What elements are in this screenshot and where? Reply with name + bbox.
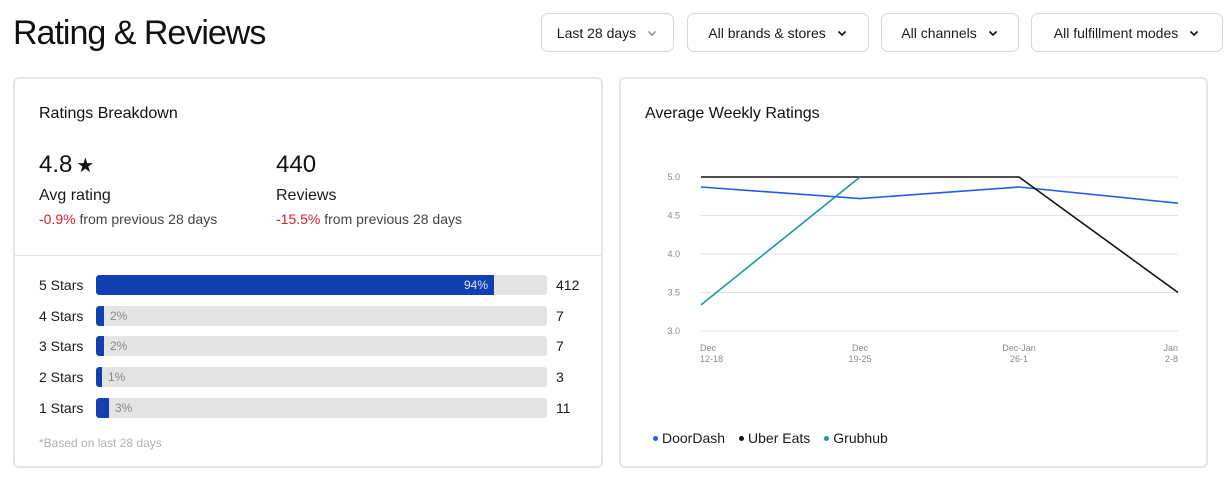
series-line-grubhub [700, 176, 861, 306]
channels-label: All channels [901, 24, 977, 41]
divider [15, 255, 601, 256]
avg-rating-change: -0.9% from previous 28 days [39, 211, 217, 227]
reviews-label: Reviews [276, 187, 337, 204]
legend-dot-icon [824, 435, 830, 441]
reviews-value: 440 [276, 151, 317, 178]
rating-bar-track: 3% [96, 398, 547, 418]
fulfillment-modes-label: All fulfillment modes [1053, 24, 1179, 41]
reviews-stat: 440 Reviews -15.5% from previous 28 days [276, 151, 462, 227]
x-tick-label: 26-1 [1010, 354, 1028, 364]
series-line-uber-eats [701, 176, 1179, 294]
legend-dot-icon [739, 435, 745, 441]
reviews-change-suffix: from previous 28 days [324, 211, 462, 227]
rating-bar-label: 3 Stars [39, 338, 84, 354]
date-range-dropdown[interactable]: Last 28 days [541, 13, 674, 52]
legend-item: Uber Eats [739, 430, 810, 446]
ratings-breakdown-card: Ratings Breakdown 4.8 ★ Avg rating -0.9%… [13, 77, 603, 468]
y-tick-label: 5.0 [667, 172, 680, 182]
avg-rating-stat: 4.8 ★ Avg rating -0.9% from previous 28 … [39, 151, 217, 227]
x-tick-label: Dec-Jan [1002, 343, 1036, 353]
rating-bar-label: 4 Stars [39, 308, 84, 324]
avg-rating-label: Avg rating [39, 187, 111, 204]
chevron-down-icon [988, 30, 997, 36]
rating-bar-fill [96, 398, 109, 418]
avg-rating-value: 4.8 [39, 151, 73, 178]
rating-bar-row: 3 Stars 2% 7 [39, 336, 599, 356]
brands-stores-dropdown[interactable]: All brands & stores [687, 13, 869, 52]
weekly-ratings-title: Average Weekly Ratings [645, 105, 820, 122]
chevron-down-icon [1190, 30, 1199, 36]
rating-bar-label: 2 Stars [39, 369, 84, 385]
rating-bar-percent: 3% [115, 401, 133, 415]
rating-bar-percent: 94% [464, 278, 489, 292]
y-tick-label: 3.5 [667, 288, 680, 298]
rating-bar-fill [96, 336, 104, 356]
footnote: *Based on last 28 days [39, 436, 162, 450]
rating-bar-count: 7 [556, 308, 564, 324]
x-tick-label: Jan [1163, 343, 1178, 353]
rating-bar-count: 7 [556, 338, 564, 354]
avg-rating-change-suffix: from previous 28 days [79, 211, 218, 227]
x-tick-label: 2-8 [1165, 354, 1178, 364]
chevron-down-icon [648, 30, 657, 36]
reviews-change: -15.5% from previous 28 days [276, 211, 462, 227]
channels-dropdown[interactable]: All channels [881, 13, 1019, 52]
rating-bar-fill [96, 275, 494, 295]
rating-bar-track: 94% [96, 275, 547, 295]
series-line-doordash [700, 186, 1179, 204]
weekly-ratings-card: Average Weekly Ratings 5.0 4.5 4.0 3.5 3.0 De… [619, 77, 1208, 468]
fulfillment-modes-dropdown[interactable]: All fulfillment modes [1031, 13, 1223, 52]
rating-bar-row: 2 Stars 1% 3 [39, 367, 599, 387]
legend-item: Grubhub [824, 430, 888, 446]
rating-bar-label: 5 Stars [39, 277, 84, 293]
avg-rating-change-value: -0.9% [39, 211, 76, 227]
rating-bar-count: 3 [556, 369, 564, 385]
y-tick-label: 3.0 [667, 326, 680, 336]
rating-bar-row: 4 Stars 2% 7 [39, 306, 599, 326]
reviews-change-value: -15.5% [276, 211, 321, 227]
rating-bar-label: 1 Stars [39, 400, 84, 416]
rating-bar-fill [96, 306, 104, 326]
y-tick-label: 4.0 [667, 249, 680, 259]
legend-label: Grubhub [833, 430, 888, 446]
rating-bar-track: 2% [96, 336, 547, 356]
chevron-down-icon [837, 30, 846, 36]
legend-label: DoorDash [662, 430, 726, 446]
legend-dot-icon [653, 435, 658, 441]
rating-bar-fill [96, 367, 102, 387]
legend-label: Uber Eats [748, 430, 811, 446]
brands-stores-label: All brands & stores [708, 24, 826, 41]
star-icon: ★ [76, 154, 95, 177]
ratings-breakdown-title: Ratings Breakdown [39, 105, 178, 122]
chart-legend: DoorDash Uber Eats Grubhub [653, 430, 888, 446]
weekly-ratings-chart: 5.04.54.03.53.0Dec12-18Dec19-25Dec-Jan26… [667, 172, 1179, 364]
rating-bar-percent: 1% [108, 370, 126, 384]
rating-bar-track: 2% [96, 306, 547, 326]
x-tick-label: 19-25 [848, 354, 871, 364]
page-title: Rating & Reviews [13, 14, 266, 52]
legend-item: DoorDash [653, 430, 725, 446]
rating-bar-count: 11 [556, 400, 571, 416]
rating-bar-percent: 2% [110, 339, 128, 353]
date-range-label: Last 28 days [556, 24, 637, 41]
x-tick-label: Dec [852, 343, 869, 353]
x-tick-label: Dec [700, 343, 717, 353]
rating-bar-row: 5 Stars 94% 412 [39, 275, 599, 295]
rating-bar-row: 1 Stars 3% 11 [39, 398, 599, 418]
rating-bar-track: 1% [96, 367, 547, 387]
x-tick-label: 12-18 [700, 354, 723, 364]
rating-bar-count: 412 [556, 277, 580, 293]
y-tick-label: 4.5 [667, 211, 680, 221]
rating-bar-percent: 2% [110, 309, 128, 323]
